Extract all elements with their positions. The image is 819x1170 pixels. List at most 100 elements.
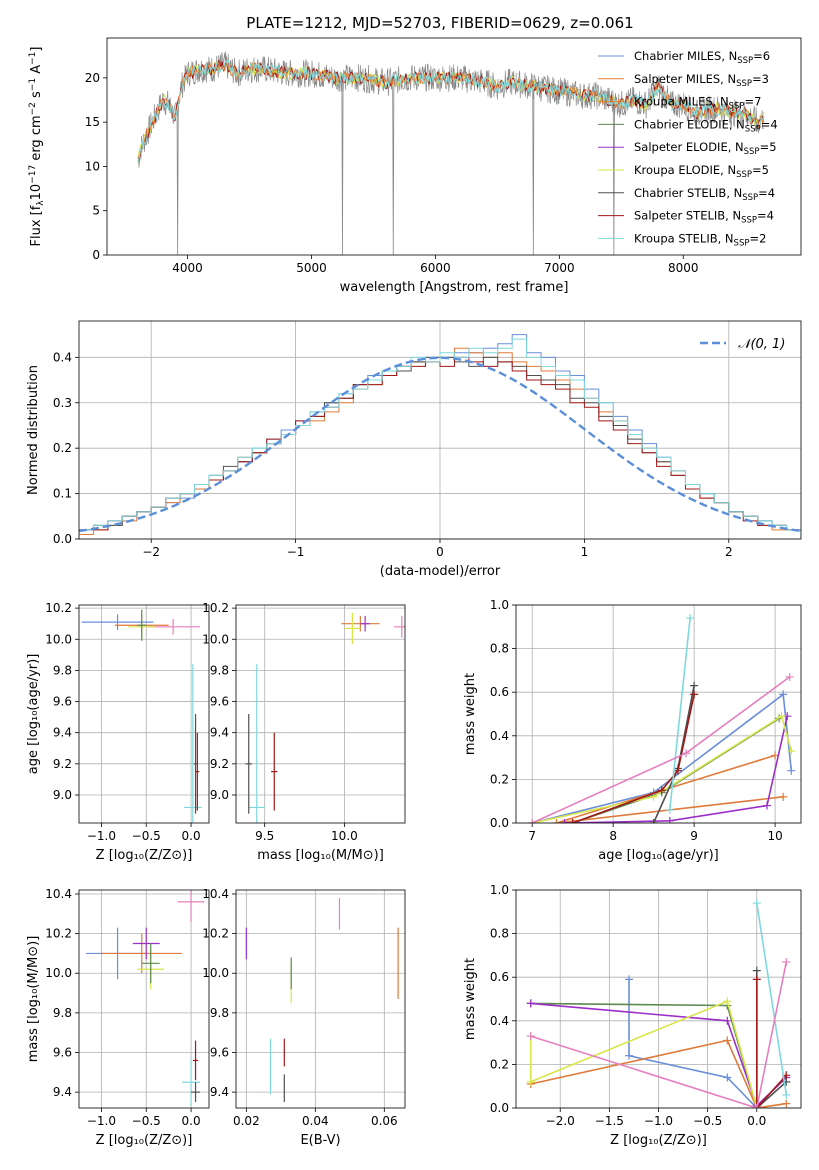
panel-age-vs-mass: 9.5 10.0 9.0 9.2 9.4 9.6 9.8 10.0 10.2 mass [log₁… (202, 601, 406, 863)
y-label-part: −2 (28, 102, 38, 115)
y-tick-label: 9.0 (210, 788, 229, 802)
weight-marker (690, 681, 699, 690)
plot-area (528, 614, 796, 823)
axes-frame (106, 37, 802, 256)
weight-marker (723, 1016, 732, 1025)
x-tick-label: 0.02 (233, 1114, 260, 1128)
y-label-part: Flux [f (29, 205, 44, 246)
weight-series (756, 979, 787, 1108)
legend-entry: Kroupa ELODIE, NSSP=5 (634, 163, 769, 180)
x-tick-label: 7000 (544, 261, 575, 275)
y-tick-label: 0.6 (490, 970, 509, 984)
weight-series (564, 716, 788, 823)
y-tick-label: 9.4 (53, 1085, 72, 1099)
absorption-spike (392, 80, 395, 255)
axes-frame (515, 604, 802, 824)
legend-tail: =5 (760, 140, 777, 154)
y-tick-label: 0.6 (490, 685, 509, 699)
x-tick-label: 6000 (420, 261, 451, 275)
y-tick-label: 9.6 (210, 1046, 229, 1060)
weight-marker (787, 747, 796, 756)
y-tick-label: 9.4 (53, 726, 72, 740)
legend-sub: SSP (745, 124, 761, 134)
legend-entry: Salpeter ELODIE, NSSP=5 (634, 140, 777, 157)
y-axis-label: age [log₁₀(age/yr)] (26, 654, 41, 775)
y-tick-label: 0.2 (53, 441, 72, 455)
x-tick-label: 5000 (296, 261, 327, 275)
legend-entry: Salpeter MILES, NSSP=3 (634, 72, 769, 89)
y-tick-label: 0.0 (490, 816, 509, 830)
weight-marker (526, 1077, 535, 1086)
x-tick-label: 9.5 (255, 829, 274, 843)
legend-sub: SSP (736, 170, 752, 180)
x-tick-label: −2 (142, 545, 160, 559)
axes-frame (78, 320, 802, 540)
x-tick-label: 0.0 (182, 1114, 201, 1128)
y-tick-label: 10.4 (202, 887, 229, 901)
x-tick-label: 8 (609, 829, 617, 843)
y-label-part: erg cm (29, 115, 44, 164)
x-tick-label: −1.0 (87, 829, 116, 843)
y-tick-label: 9.6 (53, 1046, 72, 1060)
x-tick-label: 7 (528, 829, 536, 843)
y-tick-label: 9.2 (53, 757, 72, 771)
legend-text: Salpeter STELIB, N (634, 209, 741, 223)
y-tick-label: 20 (85, 71, 100, 85)
panel-weight-vs-age: 7 8 9 10 0.0 0.2 0.4 0.6 0.8 1.0 age [log₁₀(age/yr… (463, 598, 802, 863)
weight-marker (657, 786, 666, 795)
absorption-spike (612, 101, 615, 255)
weight-series (628, 979, 758, 1108)
x-tick-label: 2 (725, 545, 733, 559)
weight-marker (552, 819, 561, 823)
x-tick-label: 0 (436, 545, 444, 559)
legend-tail: =4 (761, 117, 778, 131)
y-tick-label: 0.8 (490, 927, 509, 941)
y-tick-label: 10.2 (202, 601, 229, 615)
weight-marker (528, 819, 537, 823)
panel-mass-vs-Z: −1.0 −0.5 0.0 9.4 9.6 9.8 10.0 10.2 10.4 Z [log₁₀… (26, 887, 210, 1148)
weight-marker (686, 614, 695, 623)
panel-age-vs-Z: −1.0 −0.5 0.0 9.0 9.2 9.4 9.6 9.8 10.0 10.2 Z [log… (26, 601, 210, 863)
weight-series (532, 714, 793, 823)
absorption-spike (341, 77, 344, 255)
weight-marker (779, 690, 788, 699)
legend-entry: Chabrier STELIB, NSSP=4 (634, 186, 775, 203)
x-axis-label: (data-model)/error (380, 564, 501, 579)
legend-text: Chabrier ELODIE, N (634, 117, 745, 131)
legend-tail: =4 (758, 186, 775, 200)
weight-marker (777, 712, 786, 721)
axes-frame (235, 604, 406, 824)
x-tick-label: −1.0 (644, 1114, 673, 1128)
y-tick-label: 0.0 (53, 532, 72, 546)
weight-marker (723, 1073, 732, 1082)
y-tick-label: 9.4 (210, 1085, 229, 1099)
weight-marker (649, 819, 658, 823)
legend-sub: SSP (736, 79, 752, 89)
y-tick-label: 10.2 (202, 927, 229, 941)
y-tick-label: 9.8 (53, 1006, 72, 1020)
y-tick-label: 0.2 (490, 772, 509, 786)
x-tick-label: 8000 (668, 261, 699, 275)
y-tick-label: 10 (85, 159, 100, 173)
y-tick-label: 9.8 (210, 1006, 229, 1020)
x-axis-label: Z [log₁₀(Z/Z⊙)] (96, 1133, 193, 1148)
x-tick-label: 0.0 (182, 829, 201, 843)
y-axis-label: Flux [fλ10−17 erg cm−2 s−1 A−1] (28, 47, 46, 247)
legend-entry: Salpeter STELIB, NSSP=4 (634, 209, 774, 226)
panel-mass-vs-ebv: 0.02 0.04 0.06 9.4 9.6 9.8 10.0 10.2 10.4 E(B-V) (202, 887, 406, 1148)
y-tick-label: 0.4 (490, 729, 509, 743)
y-tick-label: 0.4 (53, 350, 72, 364)
y-axis-label: Normed distribution (26, 365, 41, 495)
legend-tail: =5 (752, 163, 769, 177)
y-tick-label: 15 (85, 115, 100, 129)
y-label-part: ] (29, 47, 44, 52)
weight-marker (785, 672, 794, 681)
x-tick-label: −2.0 (546, 1114, 575, 1128)
x-tick-label: −0.5 (132, 1114, 161, 1128)
legend-entry: Chabrier ELODIE, NSSP=4 (634, 117, 778, 134)
y-label-part: −17 (28, 165, 38, 184)
weight-marker (752, 1104, 761, 1108)
y-tick-label: 0.4 (490, 1014, 509, 1028)
axes-frame (235, 889, 406, 1109)
y-tick-label: 0.1 (53, 487, 72, 501)
